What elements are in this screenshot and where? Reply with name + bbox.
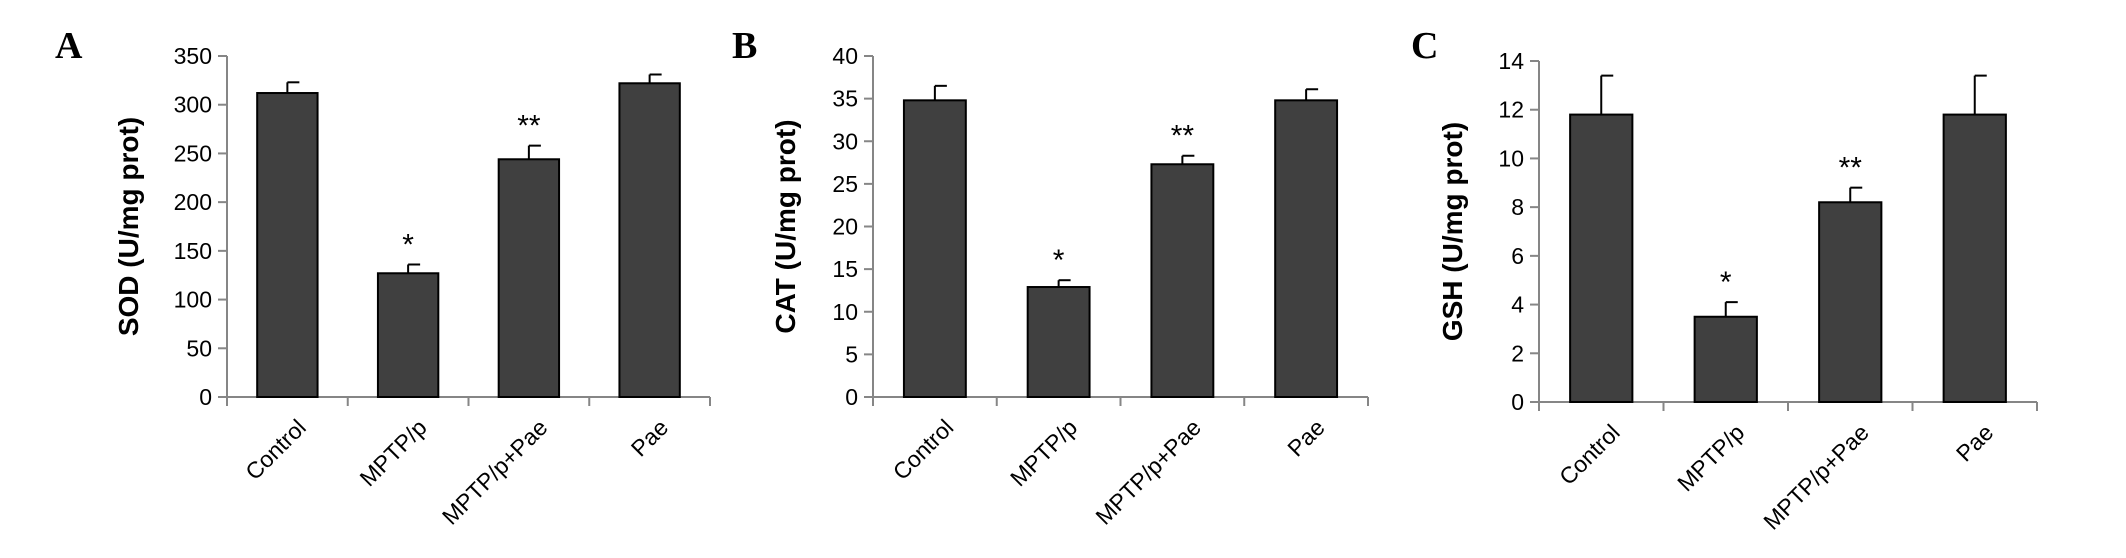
- chart-panel-c: C GSH (U/mg prot) 0 2 4 6 8 10 12 14 Control * MPTP/…: [1411, 25, 2038, 535]
- x-tick-label: Control: [1554, 419, 1625, 490]
- y-tick-label: 300: [174, 92, 212, 118]
- significance-marker: *: [1720, 266, 1732, 299]
- y-tick-label: 12: [1498, 97, 1524, 123]
- x-tick-label: Pae: [1951, 419, 1998, 466]
- y-tick-label: 6: [1511, 243, 1524, 269]
- x-tick-label: Control: [888, 414, 959, 485]
- x-tick-label: Control: [240, 414, 311, 485]
- y-tick-label: 35: [832, 86, 858, 112]
- bar: [1150, 163, 1215, 398]
- bar: [1942, 113, 2007, 403]
- x-tick-label: Pae: [626, 414, 673, 461]
- bar: [256, 92, 319, 398]
- y-tick-label: 100: [174, 287, 212, 313]
- bar: [497, 158, 561, 398]
- x-tick-label: MPTP/p: [355, 414, 432, 491]
- x-tick-label: MPTP/p: [1672, 419, 1749, 496]
- y-tick-label: 10: [832, 299, 858, 325]
- x-tick-label: MPTP/p+Pae: [1758, 419, 1874, 535]
- chart-panel-b: B CAT (U/mg prot) 0 5 10 15 20 25 30 35 40 Control *…: [732, 25, 1369, 530]
- x-tick-label: MPTP/p: [1005, 414, 1082, 491]
- bar: [1274, 99, 1339, 399]
- y-tick-label: 150: [174, 238, 212, 264]
- y-tick-label: 40: [832, 43, 858, 69]
- y-tick-label: 25: [832, 171, 858, 197]
- significance-marker: **: [1171, 120, 1195, 153]
- y-tick-label: 2: [1511, 340, 1524, 366]
- y-axis-label: GSH (U/mg prot): [1437, 122, 1468, 341]
- y-tick-label: 4: [1511, 292, 1524, 318]
- x-tick-label: MPTP/p+Pae: [1090, 414, 1206, 530]
- y-tick-label: 14: [1498, 48, 1524, 74]
- chart-panel-a: A SOD (U/mg prot) 0 50 100 150 200 250 300 350 Con…: [55, 25, 711, 530]
- y-tick-label: 20: [832, 214, 858, 240]
- bar: [376, 272, 440, 398]
- y-tick-label: 200: [174, 189, 212, 215]
- bar: [1818, 201, 1883, 403]
- significance-marker: **: [1839, 152, 1863, 185]
- y-tick-label: 350: [174, 43, 212, 69]
- panel-letter: A: [55, 25, 83, 67]
- y-tick-label: 250: [174, 140, 212, 166]
- bar: [1569, 113, 1634, 403]
- y-tick-label: 30: [832, 128, 858, 154]
- y-axis-label: CAT (U/mg prot): [770, 119, 801, 333]
- y-tick-label: 0: [199, 384, 212, 410]
- panel-letter: B: [732, 25, 757, 67]
- y-tick-label: 5: [845, 341, 858, 367]
- y-tick-label: 50: [186, 335, 212, 361]
- significance-marker: *: [402, 228, 414, 261]
- significance-marker: *: [1053, 244, 1065, 277]
- bar: [1693, 315, 1758, 403]
- bar: [1026, 286, 1091, 398]
- y-tick-label: 8: [1511, 194, 1524, 220]
- bar: [618, 82, 681, 398]
- y-tick-label: 0: [1511, 389, 1524, 415]
- y-axis-label: SOD (U/mg prot): [113, 117, 144, 336]
- bar: [902, 99, 967, 399]
- panel-letter: C: [1411, 25, 1438, 67]
- y-tick-label: 0: [845, 384, 858, 410]
- x-tick-label: MPTP/p+Pae: [437, 414, 553, 530]
- y-tick-label: 15: [832, 256, 858, 282]
- x-tick-label: Pae: [1282, 414, 1329, 461]
- significance-marker: **: [517, 110, 541, 143]
- y-tick-label: 10: [1498, 145, 1524, 171]
